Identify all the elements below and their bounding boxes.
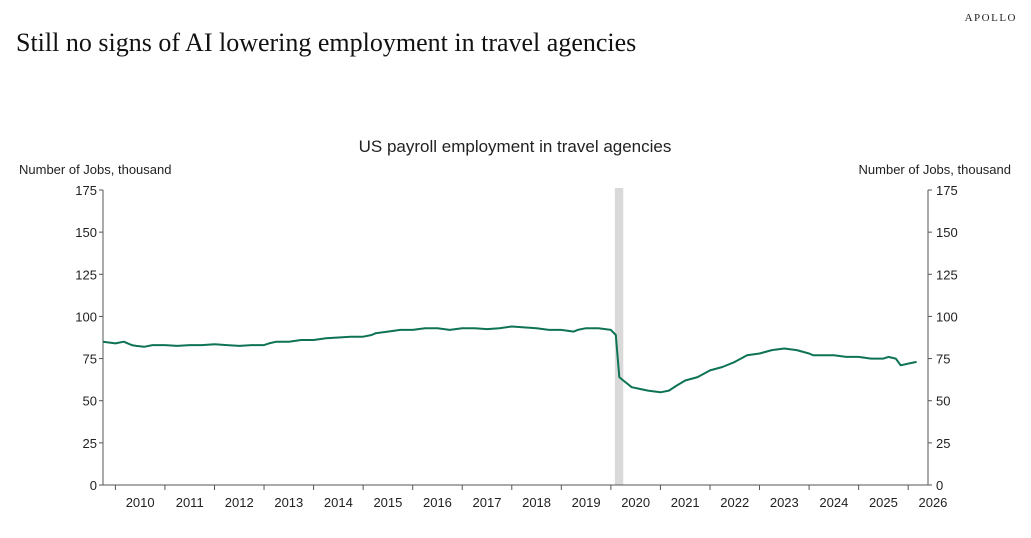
- y-tick-label-right: 25: [936, 436, 950, 451]
- brand-logo: APOLLO: [964, 12, 1017, 24]
- y-tick-label-left: 25: [83, 436, 97, 451]
- x-tick-label: 2016: [423, 495, 452, 510]
- x-tick-label: 2019: [572, 495, 601, 510]
- y-tick-label-left: 150: [75, 225, 97, 240]
- x-tick-label: 2021: [671, 495, 700, 510]
- x-tick-label: 2024: [819, 495, 848, 510]
- employment-series-line: [102, 325, 917, 394]
- page-headline: Still no signs of AI lowering employment…: [16, 28, 637, 57]
- x-tick-label: 2013: [274, 495, 303, 510]
- y-tick-label-left: 175: [75, 183, 97, 198]
- chart-title: US payroll employment in travel agencies: [359, 137, 672, 156]
- x-tick-label: 2014: [324, 495, 353, 510]
- y-tick-label-right: 150: [936, 225, 958, 240]
- y-tick-label-right: 100: [936, 309, 958, 324]
- x-tick-label: 2015: [373, 495, 402, 510]
- x-tick-label: 2012: [225, 495, 254, 510]
- y-tick-label-left: 75: [83, 352, 97, 367]
- y-tick-label-left: 125: [75, 267, 97, 282]
- x-tick-label: 2023: [770, 495, 799, 510]
- recession-band: [614, 188, 624, 485]
- x-tick-label: 2020: [621, 495, 650, 510]
- x-tick-label: 2017: [473, 495, 502, 510]
- x-tick-label: 2018: [522, 495, 551, 510]
- y-tick-label-left: 0: [90, 478, 97, 493]
- y-tick-label-right: 175: [936, 183, 958, 198]
- x-tick-label: 2025: [869, 495, 898, 510]
- x-tick-label: 2026: [918, 495, 947, 510]
- y-tick-label-right: 0: [936, 478, 943, 493]
- y-tick-label-right: 75: [936, 352, 950, 367]
- y-tick-label-left: 50: [83, 394, 97, 409]
- y-tick-label-right: 50: [936, 394, 950, 409]
- x-tick-label: 2011: [176, 495, 204, 510]
- x-tick-label: 2010: [126, 495, 155, 510]
- y-tick-label-right: 125: [936, 267, 958, 282]
- y-axis-label-right: Number of Jobs, thousand: [859, 162, 1011, 177]
- y-axis-label-left: Number of Jobs, thousand: [19, 162, 171, 177]
- y-tick-label-left: 100: [75, 309, 97, 324]
- x-tick-label: 2022: [720, 495, 749, 510]
